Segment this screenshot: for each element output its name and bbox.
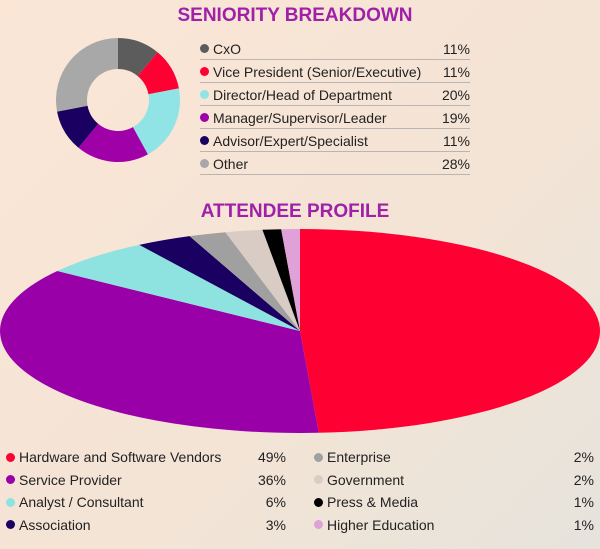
seniority-title: SENIORITY BREAKDOWN — [177, 5, 413, 26]
legend-label: Enterprise — [327, 449, 391, 466]
legend-value: 28% — [441, 155, 470, 172]
seniority-slice — [137, 52, 179, 95]
legend-item: Advisor/Expert/Specialist 11% — [200, 130, 470, 152]
legend-item: Higher Education 1% — [314, 514, 594, 537]
legend-item: Other 28% — [200, 153, 470, 175]
legend-label: Other — [213, 155, 249, 172]
legend-value: 6% — [265, 494, 286, 511]
legend-dot-icon — [6, 520, 15, 530]
legend-value: 20% — [441, 86, 470, 103]
legend-value: 11% — [443, 40, 470, 57]
legend-dot-icon — [314, 452, 323, 462]
legend-item: Analyst / Consultant 6% — [6, 491, 286, 514]
attendee-slice — [57, 244, 300, 331]
seniority-slice — [132, 88, 180, 155]
legend-item: Association 3% — [6, 514, 286, 537]
legend-dot-icon — [200, 113, 209, 122]
seniority-slice — [55, 38, 118, 112]
legend-item: Director/Head of Department 20% — [200, 84, 470, 106]
legend-item: Enterprise 2% — [314, 446, 594, 469]
legend-label: Service Provider — [19, 471, 122, 488]
legend-value: 19% — [441, 109, 470, 126]
seniority-slice — [57, 105, 99, 148]
legend-item: Press & Media 1% — [314, 491, 594, 514]
attendee-slice — [225, 229, 300, 331]
legend-value: 1% — [573, 494, 594, 511]
legend-value: 3% — [265, 516, 286, 533]
legend-label: CxO — [213, 40, 241, 57]
legend-dot-icon — [6, 452, 15, 462]
legend-item: Vice President (Senior/Executive) 11% — [200, 61, 470, 83]
attendee-title: ATTENDEE PROFILE — [200, 201, 390, 222]
legend-label: Analyst / Consultant — [19, 494, 144, 511]
seniority-slice — [118, 38, 158, 77]
legend-dot-icon — [200, 136, 209, 145]
legend-label: Advisor/Expert/Specialist — [213, 132, 368, 149]
seniority-legend: CxO 11% Vice President (Senior/Executive) 1… — [200, 38, 470, 176]
legend-item: CxO 11% — [200, 38, 470, 60]
legend-value: 49% — [257, 449, 286, 466]
legend-dot-icon — [314, 475, 323, 485]
attendee-legend: Hardware and Software Vendors 49% Service … — [6, 446, 596, 536]
attendee-slice — [300, 229, 600, 433]
legend-label: Higher Education — [327, 516, 435, 533]
legend-dot-icon — [314, 520, 323, 530]
legend-label: Vice President (Senior/Executive) — [213, 63, 422, 80]
legend-item: Hardware and Software Vendors 49% — [6, 446, 286, 469]
legend-dot-icon — [200, 90, 209, 99]
legend-label: Government — [327, 471, 405, 488]
legend-label: Director/Head of Department — [213, 86, 392, 103]
legend-dot-icon — [200, 159, 209, 168]
legend-item: Service Provider 36% — [6, 469, 286, 492]
legend-dot-icon — [200, 67, 209, 76]
legend-value: 2% — [573, 449, 594, 466]
legend-label: Hardware and Software Vendors — [19, 449, 222, 466]
attendee-slice — [0, 271, 319, 433]
legend-value: 11% — [443, 132, 470, 149]
seniority-slice — [78, 123, 148, 162]
legend-dot-icon — [6, 497, 15, 507]
attendee-slice — [139, 236, 300, 331]
legend-value: 11% — [443, 63, 470, 80]
seniority-donut — [55, 38, 180, 162]
legend-value: 2% — [573, 471, 594, 488]
attendee-pie — [0, 229, 600, 433]
legend-label: Manager/Supervisor/Leader — [213, 109, 387, 126]
legend-dot-icon — [200, 44, 209, 53]
attendee-slice — [281, 229, 300, 331]
legend-dot-icon — [314, 497, 323, 507]
legend-value: 36% — [257, 471, 286, 488]
attendee-slice — [189, 232, 300, 331]
attendee-slice — [262, 229, 300, 331]
legend-label: Association — [19, 516, 91, 533]
legend-item: Government 2% — [314, 469, 594, 492]
legend-value: 1% — [573, 516, 594, 533]
legend-label: Press & Media — [327, 494, 419, 511]
legend-dot-icon — [6, 475, 15, 485]
legend-item: Manager/Supervisor/Leader 19% — [200, 107, 470, 129]
